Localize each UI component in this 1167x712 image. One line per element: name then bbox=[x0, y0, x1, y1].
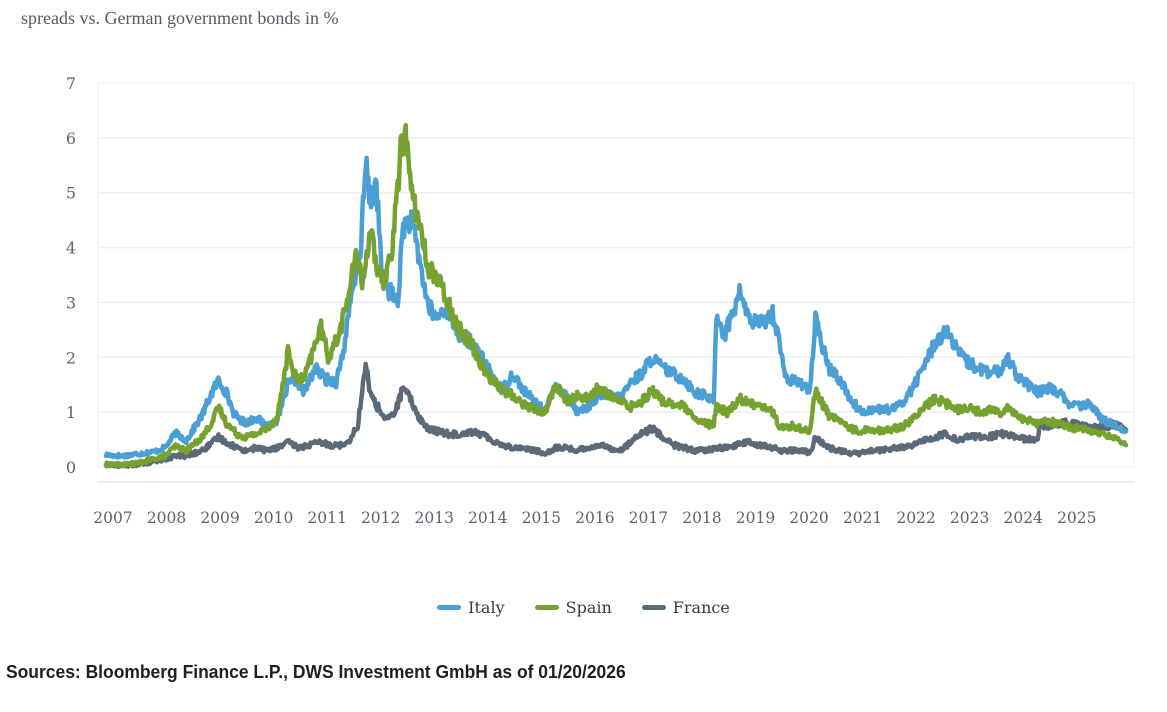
legend-item-spain[interactable]: Spain bbox=[534, 598, 612, 617]
x-tick-label: 2008 bbox=[147, 509, 186, 527]
legend-swatch-italy bbox=[437, 605, 462, 610]
y-tick-label: 2 bbox=[66, 348, 76, 367]
x-tick-label: 2014 bbox=[468, 509, 508, 527]
line-chart: 0 1 2 3 4 5 6 7 2007 2008 2009 2010 2011 2012 2013 201… bbox=[66, 74, 1135, 527]
gridlines bbox=[98, 137, 1134, 413]
x-tick-label: 2020 bbox=[789, 509, 828, 527]
x-tick-label: 2009 bbox=[200, 509, 239, 527]
legend-swatch-france bbox=[641, 605, 666, 610]
y-tick-label: 7 bbox=[66, 74, 76, 93]
x-axis-ticks: 2007 2008 2009 2010 2011 2012 2013 2014 2015 2016… bbox=[93, 509, 1096, 527]
series-line-spain bbox=[103, 122, 1129, 469]
x-tick-label: 2022 bbox=[896, 509, 935, 527]
legend-item-france[interactable]: France bbox=[641, 598, 730, 617]
x-tick-label: 2012 bbox=[361, 509, 400, 527]
x-tick-label: 2016 bbox=[575, 509, 614, 527]
legend-item-italy[interactable]: Italy bbox=[437, 598, 505, 617]
x-tick-label: 2023 bbox=[950, 509, 989, 527]
chart-subtitle: spreads vs. German government bonds in % bbox=[21, 8, 339, 28]
legend: Italy Spain France bbox=[0, 598, 1167, 617]
x-tick-label: 2011 bbox=[307, 509, 346, 527]
y-axis-ticks: 0 1 2 3 4 5 6 7 bbox=[66, 74, 76, 477]
legend-swatch-spain bbox=[534, 605, 559, 610]
legend-label-spain: Spain bbox=[565, 598, 612, 617]
plot-area bbox=[97, 82, 1135, 468]
x-tick-label: 2007 bbox=[93, 509, 132, 527]
y-tick-label: 6 bbox=[66, 129, 76, 148]
y-tick-label: 4 bbox=[66, 239, 76, 258]
y-tick-label: 3 bbox=[66, 293, 76, 312]
x-tick-label: 2018 bbox=[682, 509, 721, 527]
x-tick-label: 2015 bbox=[522, 509, 561, 527]
legend-label-france: France bbox=[672, 598, 730, 617]
legend-label-italy: Italy bbox=[468, 598, 505, 617]
x-tick-label: 2025 bbox=[1057, 509, 1096, 527]
x-tick-label: 2013 bbox=[414, 509, 453, 527]
x-tick-label: 2017 bbox=[629, 509, 668, 527]
series-line-france bbox=[103, 361, 1129, 470]
y-tick-label: 0 bbox=[66, 458, 76, 477]
x-tick-label: 2010 bbox=[254, 509, 293, 527]
x-tick-label: 2019 bbox=[736, 509, 775, 527]
x-tick-label: 2021 bbox=[843, 509, 882, 527]
series-lines bbox=[103, 122, 1129, 470]
source-note: Sources: Bloomberg Finance L.P., DWS Inv… bbox=[6, 662, 626, 682]
x-tick-label: 2024 bbox=[1003, 509, 1043, 527]
y-tick-label: 5 bbox=[66, 184, 76, 203]
y-tick-label: 1 bbox=[66, 403, 76, 422]
